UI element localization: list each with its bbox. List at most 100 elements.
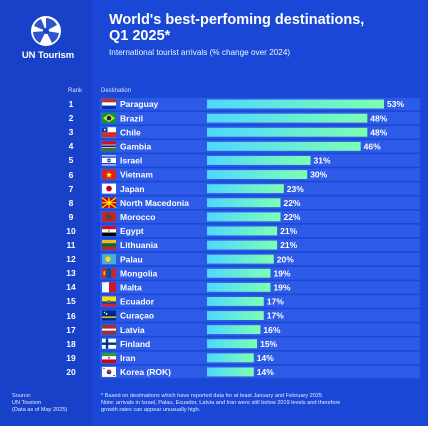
table-row: Egypt 21%	[100, 224, 420, 238]
table-row: Iran 14%	[100, 351, 420, 365]
rank-number: 5	[68, 155, 74, 166]
value-label: 22%	[283, 198, 300, 208]
paraguay-flag-icon	[102, 99, 116, 110]
value-label: 48%	[370, 113, 387, 123]
rank-number: 7	[68, 183, 74, 194]
rank-number: 15	[66, 296, 76, 307]
egypt-flag-icon	[102, 225, 116, 236]
value-label: 16%	[263, 325, 280, 335]
rank-number: 18	[66, 338, 76, 349]
table-row: Israel 31%	[100, 154, 420, 167]
footnote: * Based on destinations which have repor…	[101, 393, 419, 414]
country-label: Iran	[120, 353, 136, 363]
table-row: Curaçao 17%	[100, 309, 420, 322]
source-name: UN Tourism	[12, 400, 42, 406]
rank-number: 12	[66, 254, 76, 265]
value-label: 23%	[287, 184, 304, 194]
country-label: Korea (ROK)	[120, 367, 171, 377]
bar	[207, 339, 258, 349]
value-label: 21%	[280, 240, 297, 250]
table-row: Morocco 22%	[100, 210, 420, 224]
country-label: Israel	[120, 156, 142, 166]
gambia-flag-icon	[102, 141, 116, 152]
rank-number: 20	[66, 366, 76, 377]
row-band	[100, 337, 420, 350]
israel-flag-icon	[102, 155, 116, 166]
bar	[207, 254, 274, 264]
row-band	[100, 365, 420, 379]
rank-number: 2	[68, 113, 74, 124]
table-row: Finland 15%	[100, 337, 420, 350]
value-label: 20%	[277, 254, 294, 264]
un-tourism-logo-icon	[31, 16, 61, 46]
table-row: North Macedonia 22%	[100, 196, 420, 209]
bar	[207, 226, 278, 236]
value-label: 17%	[267, 311, 284, 321]
bar	[207, 367, 254, 377]
table-row: Mongolia 19%	[100, 267, 420, 280]
rank-number: 16	[66, 310, 76, 321]
curacao-flag-icon	[102, 310, 116, 321]
sidebar-panel	[0, 0, 92, 426]
country-label: Finland	[120, 339, 150, 349]
bar	[207, 240, 278, 250]
bar	[207, 212, 281, 222]
footnote-line-3: growth rates can appear unusually high.	[101, 407, 201, 413]
chile-flag-icon	[102, 127, 116, 138]
brazil-flag-icon	[102, 113, 116, 124]
iran-flag-icon	[102, 352, 116, 363]
rank-column-header: Rank	[68, 88, 83, 94]
title-line-1: World's best-perfoming destinations,	[109, 12, 365, 28]
rank-number: 6	[68, 169, 74, 180]
country-label: North Macedonia	[120, 198, 189, 208]
lithuania-flag-icon	[102, 240, 116, 251]
palau-flag-icon	[102, 254, 116, 265]
japan-flag-icon	[102, 183, 116, 194]
country-label: Latvia	[120, 325, 145, 335]
country-label: Curaçao	[120, 311, 154, 321]
bar	[207, 170, 308, 179]
country-label: Mongolia	[120, 268, 158, 278]
bar	[207, 113, 368, 123]
bar	[207, 325, 261, 335]
rank-number: 8	[68, 197, 74, 208]
bar	[207, 198, 281, 208]
value-label: 22%	[283, 212, 300, 222]
rank-number: 13	[66, 268, 76, 279]
bar	[207, 184, 284, 194]
table-row: Gambia 46%	[100, 140, 420, 153]
value-label: 53%	[387, 99, 404, 109]
table-row: Lithuania 21%	[100, 238, 420, 252]
finland-flag-icon	[102, 338, 116, 349]
brand-name: UN Tourism	[21, 50, 75, 61]
morocco-flag-icon	[102, 211, 116, 222]
table-row: Malta 19%	[100, 281, 420, 294]
latvia-flag-icon	[102, 324, 116, 335]
table-row: Paraguay 53%	[100, 97, 420, 111]
table-row: Chile 48%	[100, 126, 420, 139]
rank-number: 19	[66, 352, 76, 363]
rank-number: 9	[68, 211, 74, 222]
destination-column-header: Destination	[101, 88, 132, 94]
value-label: 48%	[370, 127, 387, 137]
country-label: Morocco	[120, 212, 155, 222]
title-line-2: Q1 2025*	[109, 28, 171, 44]
bar	[207, 268, 271, 278]
bar	[207, 311, 264, 320]
table-row: Brazil 48%	[100, 111, 420, 125]
country-label: Brazil	[120, 113, 143, 123]
table-row: Vietnam 30%	[100, 168, 420, 181]
source-date: (Data as of May 2025)	[12, 407, 68, 413]
korea-flag-icon	[102, 366, 116, 377]
country-label: Vietnam	[120, 170, 153, 180]
bar	[207, 127, 368, 137]
rank-number: 17	[66, 324, 76, 335]
rank-number: 14	[66, 282, 76, 293]
table-row: Japan 23%	[100, 182, 420, 195]
country-label: Japan	[120, 184, 145, 194]
value-label: 46%	[364, 142, 381, 152]
value-label: 19%	[273, 283, 290, 293]
page-subtitle: International tourist arrivals (% change…	[109, 48, 291, 57]
north-macedonia-flag-icon	[101, 197, 117, 209]
table-row: Korea (ROK) 14%	[100, 365, 420, 379]
